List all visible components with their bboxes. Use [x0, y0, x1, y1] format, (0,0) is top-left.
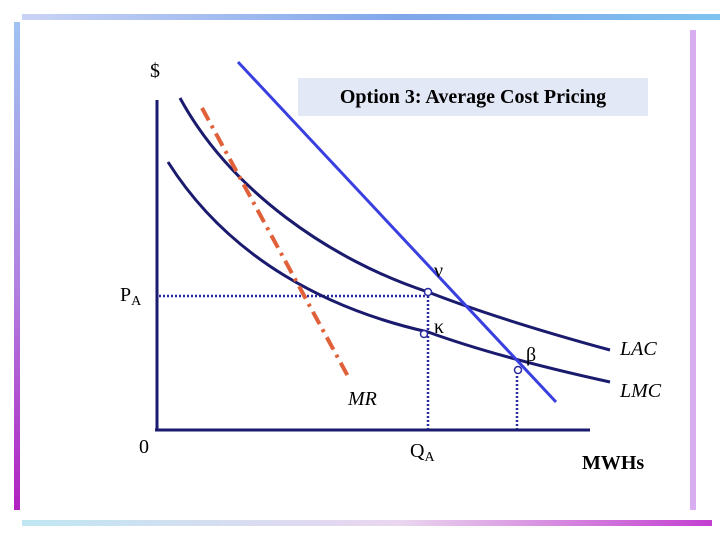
- lmc-label: LMC: [620, 380, 662, 402]
- mr-line: [200, 107, 352, 381]
- bottom-border-line: [22, 520, 712, 526]
- price-label: PA: [120, 284, 141, 310]
- x-axis-label: MWHs: [582, 452, 645, 474]
- lac-curve: [178, 97, 611, 352]
- lmc-curve: [166, 161, 611, 384]
- point-nu-label: ν: [434, 260, 444, 282]
- left-border-line: [14, 22, 20, 510]
- y-axis-label: $: [150, 60, 160, 82]
- quantity-label-main: Q: [410, 440, 425, 462]
- quantity-label-subscript: A: [424, 450, 435, 465]
- quantity-label: QA: [410, 440, 435, 466]
- lac-label: LAC: [620, 338, 657, 360]
- price-label-subscript: A: [131, 294, 142, 309]
- point-nu-marker: [423, 287, 433, 297]
- right-border-line: [690, 30, 696, 510]
- demand-line: [236, 60, 558, 404]
- point-kappa-marker: [419, 329, 429, 339]
- point-beta-marker: [513, 365, 523, 375]
- point-beta-label: β: [526, 344, 537, 366]
- point-kappa-label: κ: [434, 316, 445, 338]
- price-label-main: P: [120, 284, 132, 306]
- origin-label: 0: [139, 436, 149, 458]
- top-border-line: [22, 14, 720, 20]
- diagram-title: Option 3: Average Cost Pricing: [298, 78, 648, 116]
- mr-label: MR: [348, 388, 377, 410]
